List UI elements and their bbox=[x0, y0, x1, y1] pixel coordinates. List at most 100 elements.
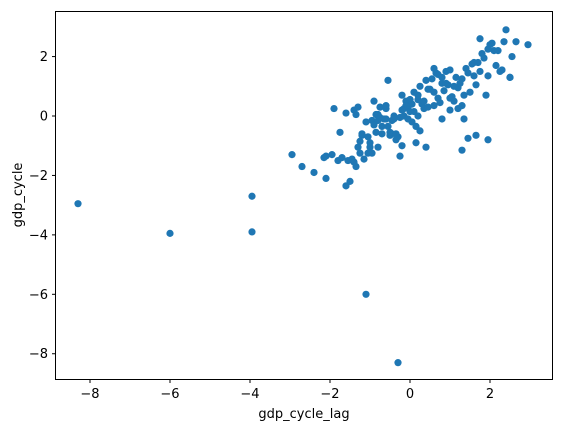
y-tick-label: −8 bbox=[29, 347, 48, 362]
axis-ticks: −8 −6 −4 −2 0 2 −8 −6 −4 −2 0 2 bbox=[29, 50, 494, 402]
data-point bbox=[410, 88, 418, 96]
data-point bbox=[466, 88, 474, 96]
data-point bbox=[424, 103, 432, 111]
data-point bbox=[430, 88, 438, 96]
data-point bbox=[472, 131, 480, 139]
data-point bbox=[446, 106, 454, 114]
data-point bbox=[392, 130, 400, 138]
data-point bbox=[398, 142, 406, 150]
data-point bbox=[508, 52, 516, 61]
data-point bbox=[310, 168, 318, 177]
x-tick-label: −8 bbox=[80, 387, 99, 402]
data-point bbox=[372, 128, 380, 136]
data-point bbox=[492, 61, 500, 70]
data-point bbox=[396, 152, 404, 160]
data-point bbox=[382, 102, 390, 110]
data-point bbox=[464, 134, 472, 142]
data-point bbox=[386, 128, 394, 136]
data-point bbox=[366, 143, 374, 151]
data-point bbox=[496, 67, 504, 76]
data-point bbox=[458, 146, 466, 154]
data-point bbox=[390, 115, 398, 123]
data-point bbox=[378, 130, 386, 138]
data-point bbox=[166, 229, 174, 237]
data-point bbox=[342, 109, 350, 117]
y-tick-label: 0 bbox=[40, 110, 48, 125]
data-point bbox=[460, 91, 468, 99]
data-point bbox=[502, 26, 510, 34]
data-point bbox=[436, 99, 444, 107]
data-point bbox=[484, 72, 492, 80]
data-point bbox=[452, 73, 460, 81]
data-point bbox=[354, 103, 362, 111]
data-point bbox=[368, 149, 376, 157]
data-point bbox=[384, 122, 392, 131]
data-point bbox=[394, 359, 402, 367]
x-tick-label: 0 bbox=[406, 387, 414, 402]
data-point bbox=[424, 85, 432, 93]
data-point bbox=[362, 118, 370, 126]
x-tick-label: 2 bbox=[486, 387, 494, 402]
data-point bbox=[438, 73, 446, 81]
data-point bbox=[450, 82, 458, 90]
data-point bbox=[358, 130, 366, 138]
x-tick-label: −4 bbox=[240, 387, 259, 402]
x-axis-label: gdp_cycle_lag bbox=[258, 407, 349, 422]
data-point bbox=[248, 192, 256, 200]
data-point bbox=[448, 93, 456, 101]
data-point bbox=[456, 79, 464, 87]
data-point bbox=[468, 60, 476, 68]
data-point bbox=[500, 38, 508, 46]
data-point bbox=[356, 137, 364, 145]
data-point bbox=[494, 47, 502, 55]
data-point bbox=[480, 54, 488, 62]
data-point bbox=[406, 96, 414, 104]
data-point bbox=[422, 76, 430, 84]
data-point bbox=[420, 97, 428, 105]
plot-frame bbox=[55, 11, 553, 380]
data-point bbox=[74, 200, 82, 208]
data-point bbox=[298, 162, 306, 171]
data-point bbox=[406, 107, 414, 116]
data-point bbox=[378, 122, 386, 131]
y-tick-label: −4 bbox=[29, 228, 48, 243]
data-point bbox=[476, 67, 484, 76]
data-point bbox=[248, 228, 256, 236]
data-point bbox=[474, 58, 482, 67]
data-point bbox=[476, 35, 484, 43]
data-point bbox=[354, 143, 362, 151]
data-point bbox=[414, 112, 422, 120]
data-point bbox=[414, 96, 422, 104]
data-point bbox=[412, 139, 420, 147]
data-point bbox=[288, 151, 296, 159]
data-point bbox=[364, 133, 372, 141]
data-point bbox=[370, 97, 378, 105]
data-point bbox=[374, 110, 382, 119]
data-point bbox=[352, 110, 360, 119]
data-point bbox=[336, 128, 344, 136]
data-point bbox=[328, 151, 336, 159]
x-tick-label: −6 bbox=[160, 387, 179, 402]
data-point bbox=[488, 39, 496, 47]
data-point bbox=[376, 103, 384, 111]
data-point bbox=[416, 127, 424, 135]
data-point bbox=[322, 174, 330, 183]
data-point bbox=[484, 136, 492, 144]
data-point bbox=[422, 143, 430, 151]
data-point bbox=[482, 91, 490, 99]
data-point bbox=[322, 152, 330, 160]
data-point bbox=[506, 73, 514, 81]
data-point bbox=[350, 158, 358, 166]
data-points bbox=[74, 26, 532, 367]
data-point bbox=[380, 115, 388, 123]
data-point bbox=[384, 76, 392, 84]
y-tick-label: −2 bbox=[29, 169, 48, 184]
data-point bbox=[430, 102, 438, 110]
data-point bbox=[484, 45, 492, 53]
data-point bbox=[330, 104, 338, 113]
data-point bbox=[416, 82, 424, 90]
data-point bbox=[512, 38, 520, 46]
data-point bbox=[356, 149, 364, 157]
y-axis-label: gdp_cycle bbox=[11, 163, 26, 228]
